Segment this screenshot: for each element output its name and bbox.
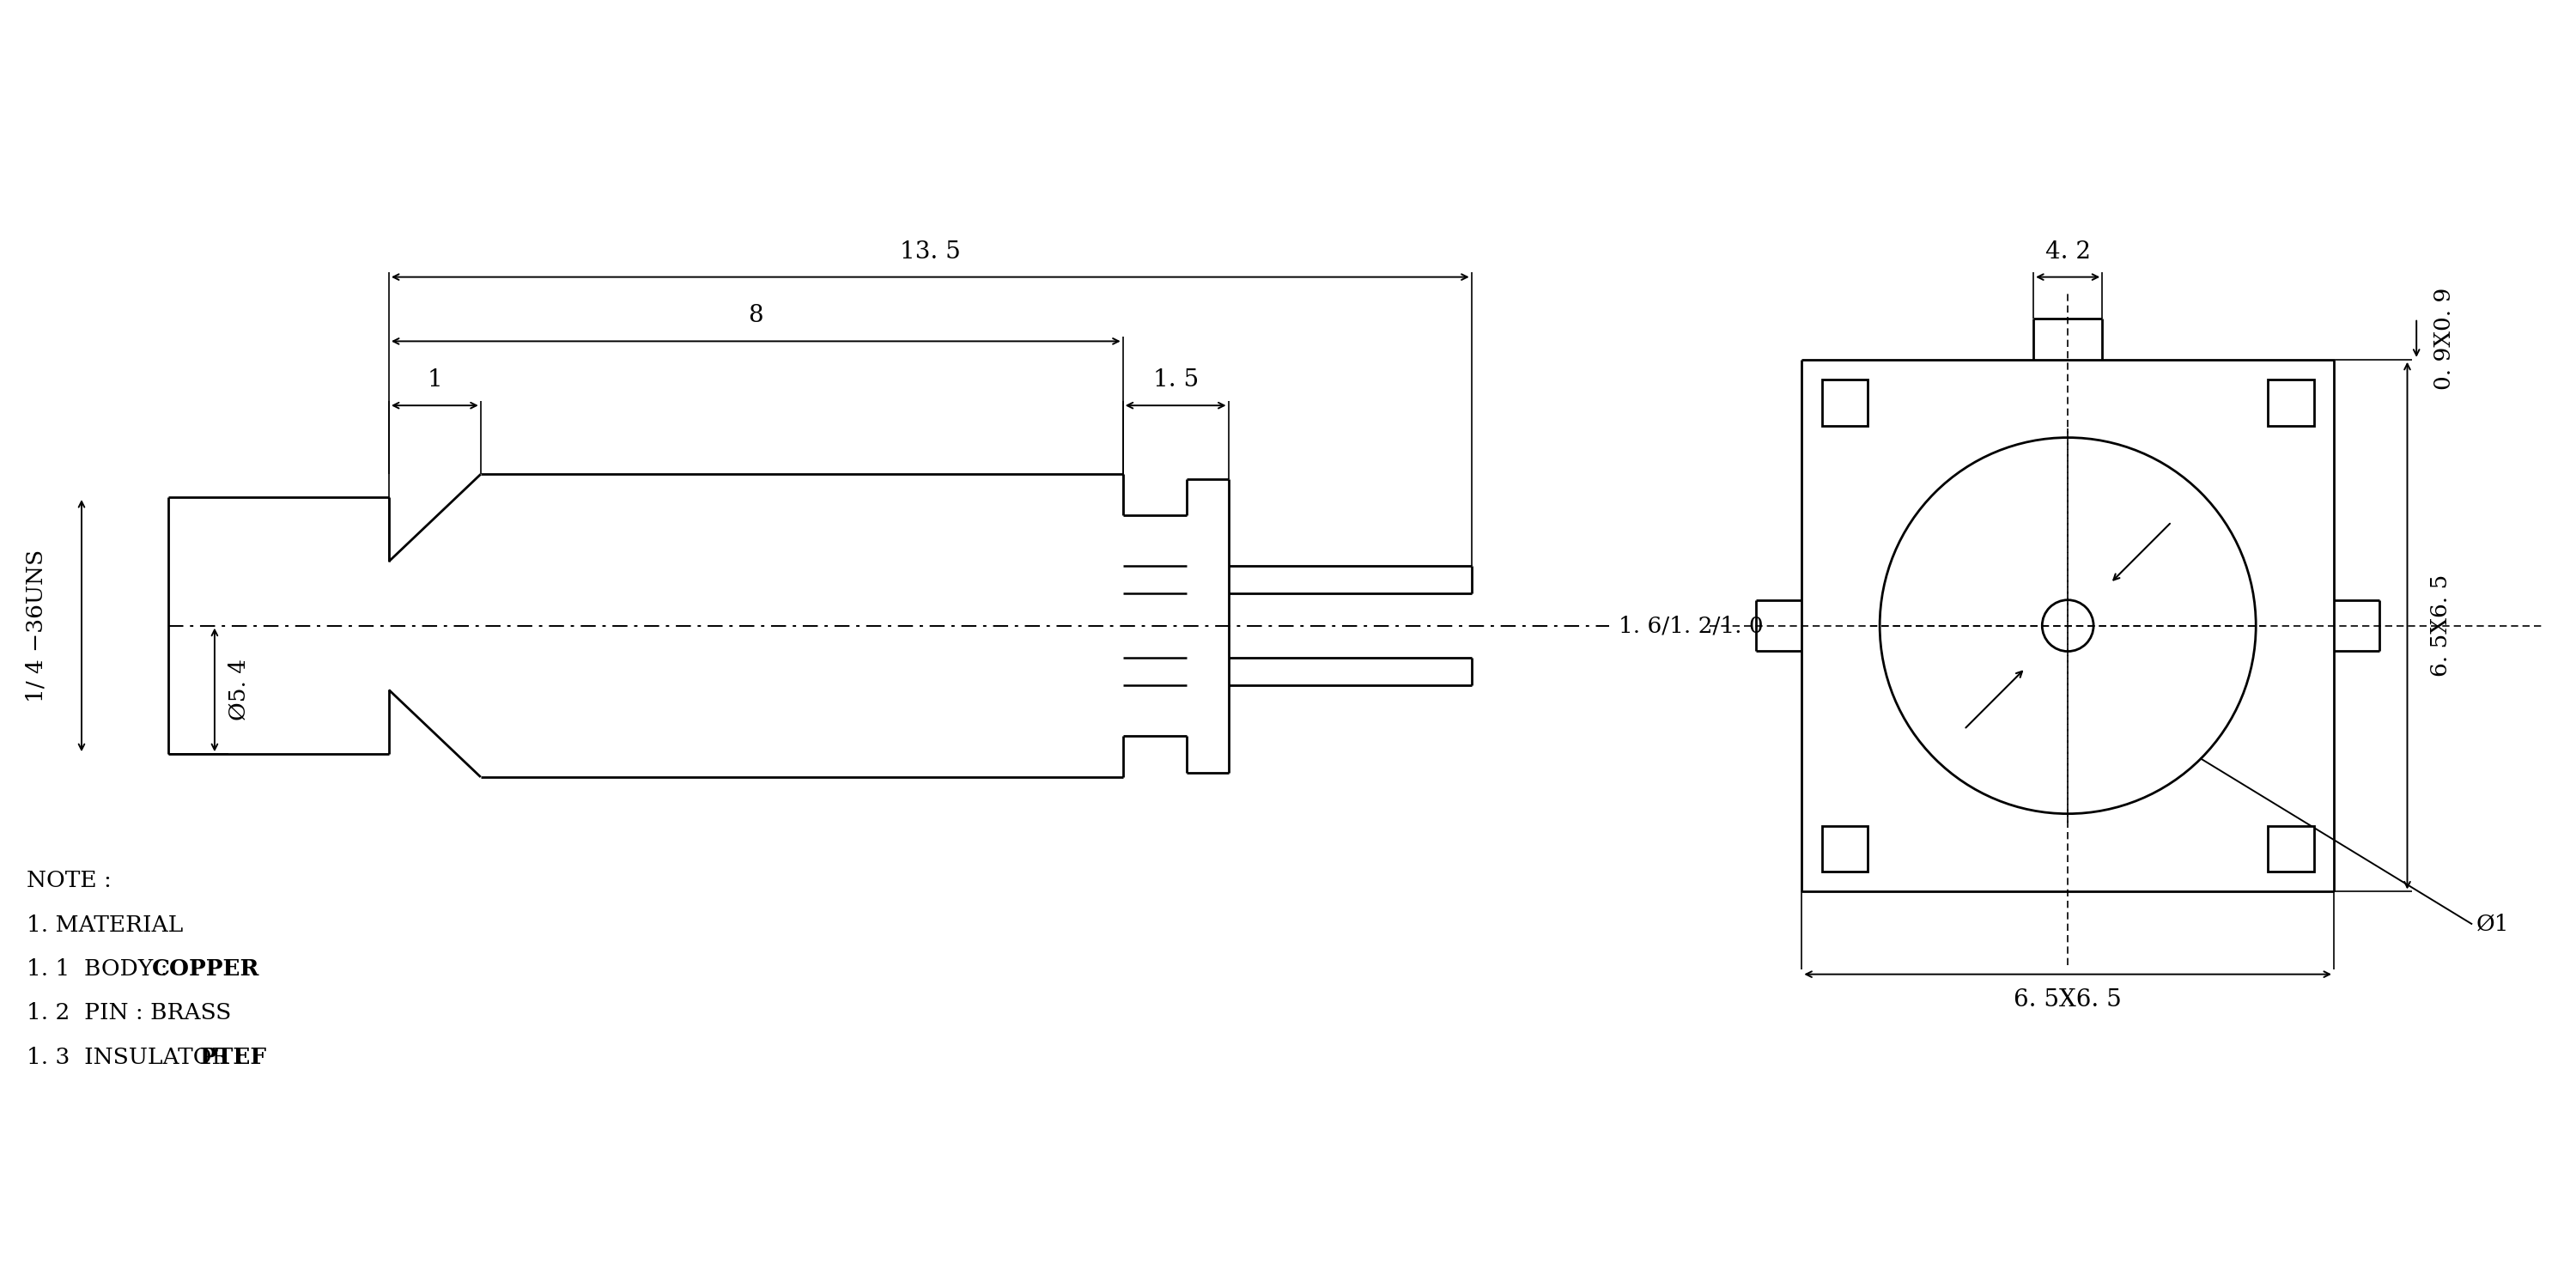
Text: 1/ 4 −36UNS: 1/ 4 −36UNS bbox=[26, 549, 46, 702]
Text: 1. 2  PIN : BRASS: 1. 2 PIN : BRASS bbox=[26, 1002, 232, 1024]
Text: COPPER: COPPER bbox=[152, 958, 260, 980]
Text: Ø5. 4: Ø5. 4 bbox=[229, 659, 250, 721]
Text: 1. 5: 1. 5 bbox=[1154, 368, 1198, 392]
Bar bbox=[1821, 380, 1868, 425]
Bar bbox=[2267, 380, 2313, 425]
Text: 8: 8 bbox=[747, 304, 762, 327]
Text: 6. 5X6. 5: 6. 5X6. 5 bbox=[2429, 574, 2452, 677]
Text: NOTE :: NOTE : bbox=[26, 871, 111, 891]
Text: 1. 1  BODY :: 1. 1 BODY : bbox=[26, 958, 175, 980]
Text: 1: 1 bbox=[428, 368, 443, 392]
Text: 1. 3  INSULATOR :: 1. 3 INSULATOR : bbox=[26, 1046, 250, 1068]
Bar bbox=[2267, 826, 2313, 872]
Text: 1. 6/1. 2/1. 0: 1. 6/1. 2/1. 0 bbox=[1618, 614, 1762, 636]
Text: Ø1: Ø1 bbox=[2476, 913, 2509, 935]
Text: 1. MATERIAL: 1. MATERIAL bbox=[26, 914, 183, 936]
Text: 4. 2: 4. 2 bbox=[2045, 240, 2092, 263]
Text: 0. 9X0. 9: 0. 9X0. 9 bbox=[2434, 287, 2455, 390]
Text: PTEF: PTEF bbox=[201, 1046, 268, 1068]
Bar bbox=[1821, 826, 1868, 872]
Text: 6. 5X6. 5: 6. 5X6. 5 bbox=[2014, 988, 2123, 1011]
Text: 13. 5: 13. 5 bbox=[899, 240, 961, 263]
